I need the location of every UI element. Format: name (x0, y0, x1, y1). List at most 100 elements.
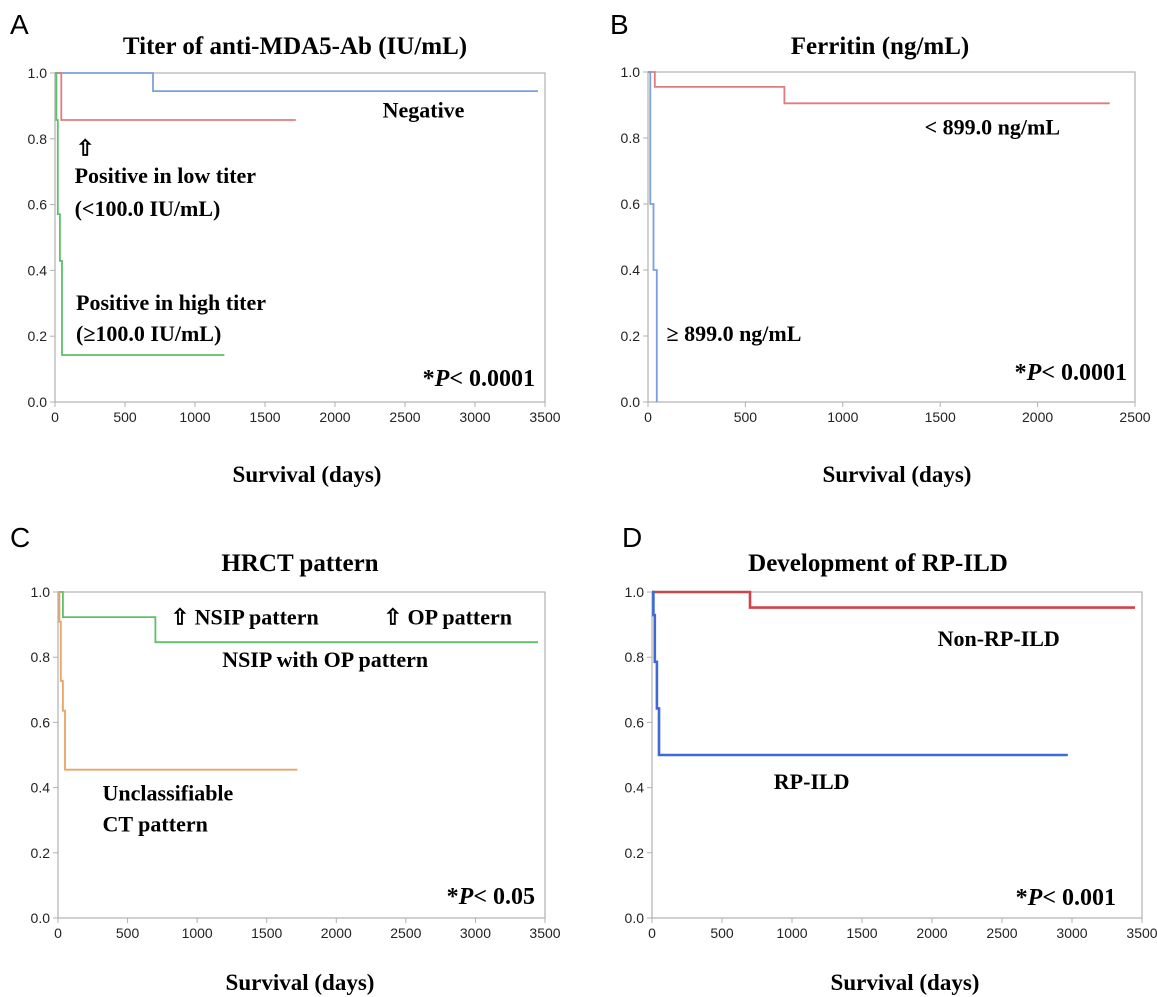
x-tick-label: 0 (51, 409, 59, 425)
x-tick-label: 0 (648, 925, 656, 941)
y-tick-label: 0.2 (28, 328, 48, 344)
annotation-label: Negative (383, 97, 465, 122)
x-tick-label: 500 (113, 409, 137, 425)
annotation-label: CT pattern (103, 812, 208, 837)
y-tick-label: 0.0 (621, 394, 641, 410)
x-tick-label: 2000 (916, 925, 947, 941)
series-line (652, 590, 1068, 757)
panel-letter: A (10, 9, 29, 40)
x-tick-label: 2500 (1119, 409, 1150, 425)
x-tick-label: 1000 (776, 925, 807, 941)
x-tick-label: 2500 (986, 925, 1017, 941)
p-value-label: *P< 0.05 (447, 884, 535, 910)
x-axis-label: Survival (days) (831, 970, 980, 995)
series-line (58, 591, 538, 644)
annotation-label: Unclassifiable (103, 781, 234, 806)
x-tick-label: 2000 (1022, 409, 1053, 425)
panel-letter: B (610, 9, 629, 40)
plot-layers: 0 500 1000 1500 2000 2500 3000 3500 0.0 0.2 0.4 0.6… (28, 64, 1157, 941)
panel-a: A Titer of anti-MDA5-Ab (IU/mL) Survival… (10, 9, 467, 487)
y-tick-label: 0.6 (625, 714, 645, 730)
plot-c: 0 500 1000 1500 2000 2500 3000 3500 0.0 0.2 0.4 0.6… (31, 584, 561, 941)
x-tick-label: 3000 (1056, 925, 1087, 941)
series-line (648, 71, 1110, 105)
panel-c: C HRCT pattern Survival (days) (10, 522, 379, 995)
p-value-label: *P< 0.0001 (1015, 360, 1127, 386)
y-tick-label: 1.0 (625, 584, 645, 600)
x-tick-label: 500 (710, 925, 734, 941)
y-tick-label: 0.0 (28, 394, 48, 410)
annotation-label: Non-RP-ILD (938, 626, 1060, 651)
x-tick-label: 3500 (1126, 925, 1157, 941)
panel-title: HRCT pattern (221, 550, 378, 577)
series-line (648, 71, 658, 402)
plot-frame (647, 71, 1136, 403)
annotation-label: RP-ILD (774, 769, 850, 794)
panel-letter: D (622, 522, 642, 553)
x-tick-label: 1000 (179, 409, 210, 425)
panel-title: Development of RP-ILD (748, 550, 1008, 577)
plot-frame (57, 591, 546, 919)
y-tick-label: 0.6 (31, 714, 51, 730)
annotation-label: NSIP with OP pattern (222, 647, 428, 672)
x-tick-label: 500 (734, 409, 758, 425)
plot-d: 0 500 1000 1500 2000 2500 3000 3500 0.0 0.2 0.4 0.6… (625, 584, 1157, 941)
panel-letter: C (10, 522, 30, 553)
p-value-label: *P< 0.0001 (423, 366, 535, 392)
y-tick-label: 0.4 (31, 780, 51, 796)
y-tick-label: 0.0 (625, 910, 645, 926)
x-tick-label: 2500 (389, 409, 420, 425)
annotation-label: Positive in low titer (75, 163, 257, 188)
y-tick-label: 1.0 (28, 65, 48, 81)
p-value-label: *P< 0.001 (1016, 885, 1116, 911)
y-tick-label: 0.6 (621, 196, 641, 212)
annotation-label: (<100.0 IU/mL) (75, 196, 221, 221)
y-tick-label: 1.0 (31, 584, 51, 600)
x-tick-label: 1500 (249, 409, 280, 425)
series-line (58, 591, 298, 771)
x-tick-label: 3000 (459, 409, 490, 425)
x-axis-label: Survival (days) (233, 462, 382, 487)
x-tick-label: 1500 (846, 925, 877, 941)
y-tick-label: 0.6 (28, 197, 48, 213)
x-tick-label: 2000 (319, 409, 350, 425)
x-tick-label: 1000 (827, 409, 858, 425)
x-tick-label: 3000 (460, 925, 491, 941)
y-tick-label: 0.8 (621, 130, 641, 146)
annotation-label: ≥ 899.0 ng/mL (667, 321, 802, 346)
x-tick-label: 3500 (529, 925, 560, 941)
plot-frame (54, 72, 546, 403)
y-tick-label: 0.4 (621, 262, 641, 278)
y-tick-label: 0.2 (621, 328, 641, 344)
panel-title: Ferritin (ng/mL) (791, 33, 969, 60)
panel-b: B Ferritin (ng/mL) Survival (days) (610, 9, 971, 487)
plot-frame (651, 591, 1143, 919)
plot-a: 0 500 1000 1500 2000 2500 3000 3500 0.0 0.2 0.4 0.6… (28, 65, 561, 425)
x-axis-label: Survival (days) (226, 970, 375, 995)
x-tick-label: 1000 (182, 925, 213, 941)
y-tick-label: 0.0 (31, 910, 51, 926)
x-tick-label: 0 (644, 409, 652, 425)
x-tick-label: 2500 (390, 925, 421, 941)
series-line (652, 590, 1135, 609)
y-tick-label: 0.2 (625, 845, 645, 861)
panel-d: D Development of RP-ILD Survival (days) (622, 522, 1008, 995)
annotation-label: Positive in high titer (76, 290, 266, 315)
annotation-label: ⇧ (76, 135, 94, 160)
x-tick-label: 500 (116, 925, 140, 941)
annotation-label: ⇧ OP pattern (384, 605, 512, 630)
y-tick-label: 1.0 (621, 64, 641, 80)
annotation-label: ⇧ NSIP pattern (171, 605, 319, 630)
y-tick-label: 0.2 (31, 845, 51, 861)
y-tick-label: 0.8 (31, 649, 51, 665)
y-tick-label: 0.4 (28, 262, 48, 278)
x-tick-label: 0 (54, 925, 62, 941)
series-line (55, 72, 225, 356)
x-tick-label: 1500 (251, 925, 282, 941)
plot-b: 0 500 1000 1500 2000 2500 0.0 0.2 0.4 0.6 0.8 1.0 < … (621, 64, 1151, 425)
y-tick-label: 0.4 (625, 780, 645, 796)
x-tick-label: 3500 (529, 409, 560, 425)
y-tick-label: 0.8 (28, 131, 48, 147)
annotation-label: (≥100.0 IU/mL) (76, 321, 221, 346)
